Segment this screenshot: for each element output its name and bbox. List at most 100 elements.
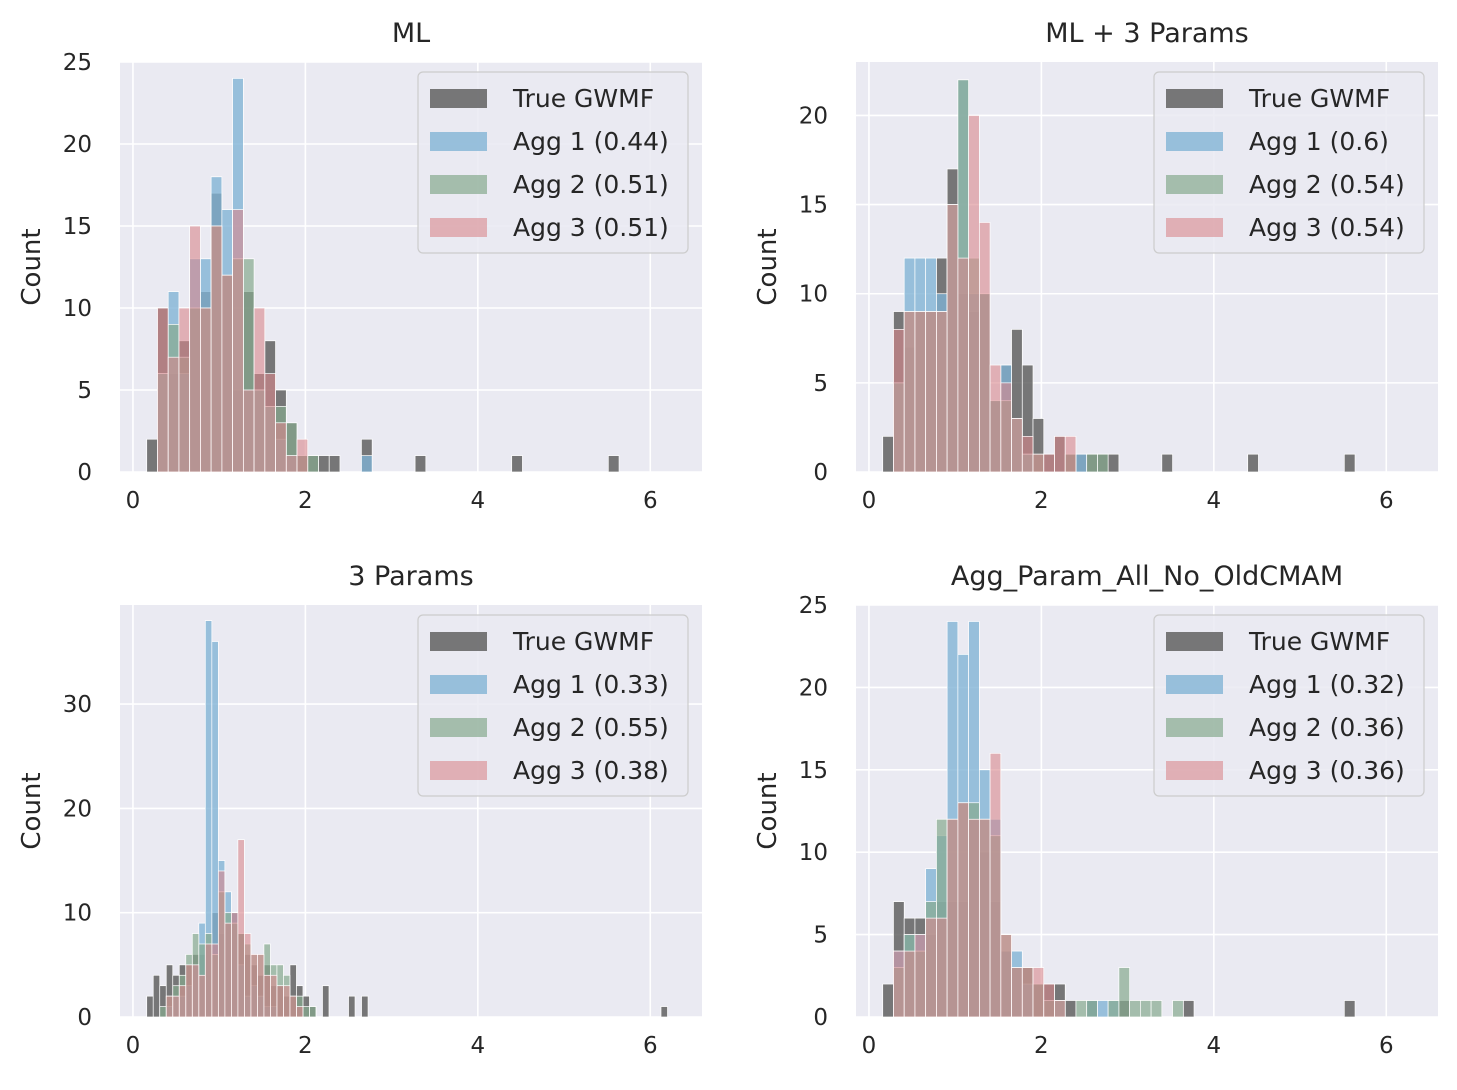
legend-label-true_gwmf: True GWMF [1248, 84, 1390, 113]
bar-agg3 [198, 974, 206, 1018]
legend: True GWMF Agg 1 (0.32) Agg 2 (0.36) Agg 3 (… [1153, 614, 1425, 797]
bar-true_gwmf [414, 455, 427, 473]
bar-agg3 [189, 225, 201, 473]
bar-agg1 [1075, 453, 1088, 473]
histogram-bars [146, 78, 620, 473]
subplot-4: Agg_Param_All_No_OldCMAM 0 2 4 6 0 5 10 15 20 25 Co… [753, 561, 1438, 1059]
bar-true_gwmf [882, 983, 894, 1018]
legend-label-agg1: Agg 1 (0.32) [1249, 670, 1405, 699]
bar-agg3 [250, 954, 258, 1018]
legend: True GWMF Agg 1 (0.44) Agg 2 (0.51) Agg 3 (… [417, 71, 689, 254]
bar-agg1 [1097, 1000, 1109, 1018]
bar-agg3 [957, 257, 969, 473]
bar-agg2 [1129, 1000, 1141, 1018]
bar-agg3 [1032, 453, 1045, 473]
bar-agg3 [264, 373, 276, 473]
bar-true_gwmf [1182, 1000, 1195, 1018]
legend-label-agg3: Agg 3 (0.36) [1249, 756, 1405, 785]
bar-agg3 [242, 389, 255, 473]
bar-agg3 [221, 274, 233, 473]
y-tick-label: 10 [63, 296, 92, 322]
bar-agg1 [361, 455, 373, 473]
x-tick-label: 2 [1034, 1033, 1049, 1059]
subplot-title: 3 Params [348, 561, 473, 592]
legend-swatch-true_gwmf [430, 632, 487, 651]
y-axis-label: Count [753, 772, 783, 849]
bar-agg3 [1011, 418, 1023, 473]
bar-agg3 [172, 995, 180, 1018]
bar-agg3 [296, 438, 309, 473]
legend: True GWMF Agg 1 (0.6) Agg 2 (0.54) Agg 3 (0… [1153, 71, 1425, 254]
bar-agg2 [1086, 1000, 1098, 1018]
bar-true_gwmf [146, 995, 154, 1018]
legend-swatch-agg3 [430, 218, 487, 237]
x-tick-label: 6 [1379, 1033, 1394, 1059]
bar-agg3 [1000, 382, 1012, 473]
subplot-title: ML [392, 18, 430, 49]
legend: True GWMF Agg 1 (0.33) Agg 2 (0.55) Agg 3 (… [417, 614, 689, 797]
legend-swatch-true_gwmf [430, 89, 487, 108]
y-tick-label: 10 [799, 282, 828, 308]
bar-agg2 [1140, 1000, 1152, 1018]
bar-agg3 [989, 752, 1002, 1018]
bar-true_gwmf [1343, 1000, 1356, 1018]
x-tick-label: 0 [126, 1033, 141, 1059]
subplot-1: ML 0 2 4 6 0 5 10 15 20 25 Count True GWMF Agg 1 (0.4… [17, 18, 702, 514]
bar-agg3 [1043, 453, 1055, 473]
bar-true_gwmf [511, 455, 523, 473]
bar-agg3 [231, 912, 239, 1018]
bar-agg2 [1150, 1000, 1163, 1018]
legend-swatch-agg2 [1166, 175, 1223, 194]
bar-agg3 [946, 204, 959, 473]
legend-swatch-true_gwmf [1166, 632, 1223, 651]
y-tick-label: 20 [63, 796, 92, 822]
y-tick-label: 20 [799, 103, 828, 129]
y-tick-label: 20 [63, 132, 92, 158]
x-tick-label: 2 [298, 1033, 313, 1059]
y-tick-label: 15 [799, 193, 828, 219]
legend-frame [417, 71, 689, 254]
legend-label-agg3: Agg 3 (0.51) [513, 213, 669, 242]
legend-label-agg3: Agg 3 (0.54) [1249, 213, 1405, 242]
legend-label-agg1: Agg 1 (0.44) [513, 127, 669, 156]
bar-agg3 [157, 307, 169, 473]
x-tick-label: 0 [862, 1033, 877, 1059]
x-tick-label: 2 [1034, 488, 1049, 514]
bar-agg3 [232, 209, 244, 473]
bar-agg3 [1021, 435, 1034, 473]
bar-true_gwmf [318, 455, 330, 473]
legend-swatch-agg2 [430, 718, 487, 737]
bar-agg3 [165, 995, 174, 1018]
bar-agg3 [925, 917, 937, 1018]
y-axis-label: Count [17, 228, 47, 305]
legend-swatch-true_gwmf [1166, 89, 1223, 108]
bar-agg3 [289, 995, 297, 1018]
bar-true_gwmf [1161, 453, 1173, 473]
legend-swatch-agg3 [1166, 218, 1223, 237]
bar-agg3 [285, 455, 298, 473]
y-tick-label: 5 [77, 378, 92, 404]
y-tick-label: 30 [63, 692, 92, 718]
legend-label-agg1: Agg 1 (0.6) [1249, 127, 1389, 156]
bar-agg3 [957, 802, 969, 1018]
bar-agg3 [1011, 967, 1023, 1018]
bar-agg3 [1000, 934, 1012, 1018]
y-tick-label: 0 [77, 1005, 92, 1031]
bar-agg3 [178, 307, 191, 473]
subplot-title: Agg_Param_All_No_OldCMAM [951, 561, 1343, 592]
legend-label-agg2: Agg 2 (0.55) [513, 713, 669, 742]
bar-true_gwmf [152, 974, 161, 1018]
legend-swatch-agg2 [1166, 718, 1223, 737]
legend-label-agg2: Agg 2 (0.36) [1249, 713, 1405, 742]
bar-true_gwmf [882, 435, 894, 473]
bar-agg2 [1118, 967, 1130, 1018]
y-tick-label: 25 [799, 593, 828, 619]
bar-agg3 [200, 307, 212, 473]
x-tick-label: 4 [1207, 1033, 1222, 1059]
bar-true_gwmf [1064, 1000, 1077, 1018]
bar-agg3 [914, 311, 927, 473]
bar-true_gwmf [1343, 453, 1356, 473]
legend-swatch-agg1 [1166, 132, 1223, 151]
bar-true_gwmf [348, 995, 356, 1018]
bar-agg3 [237, 839, 245, 1018]
